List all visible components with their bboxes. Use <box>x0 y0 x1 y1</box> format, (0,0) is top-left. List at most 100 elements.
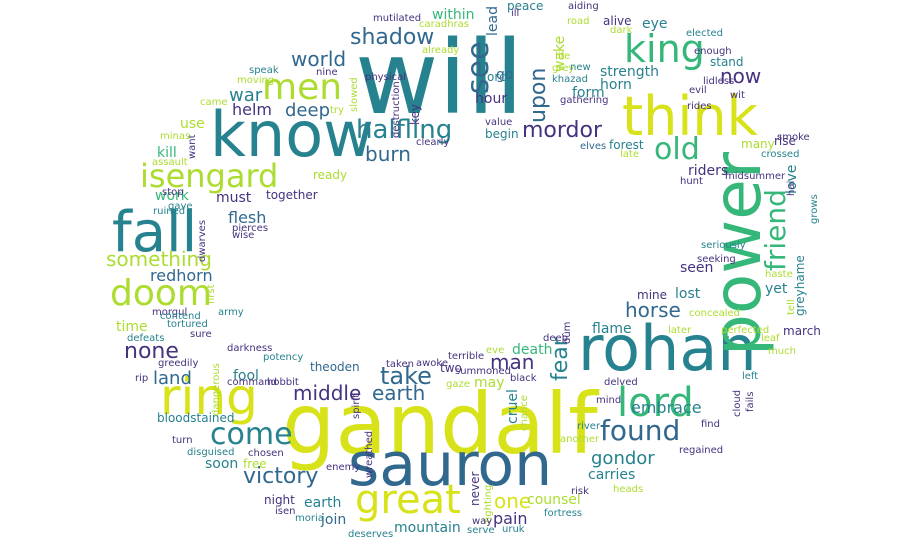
word: awoke <box>416 358 449 369</box>
word: serve <box>467 525 495 536</box>
word: ring <box>160 368 258 426</box>
word: riders <box>688 163 729 179</box>
word: road <box>567 16 590 27</box>
word: mordor <box>522 118 603 143</box>
word: war <box>229 85 263 106</box>
word: sure <box>190 329 212 340</box>
word: seriously <box>701 240 746 251</box>
word: khazad <box>552 74 588 85</box>
word: speak <box>249 65 279 76</box>
word: sauron <box>348 430 553 500</box>
word: way <box>472 516 493 527</box>
word: embrace <box>631 398 702 417</box>
word: ready <box>313 168 348 182</box>
word: fool <box>233 368 259 384</box>
word: potency <box>263 352 304 363</box>
word: later <box>668 325 692 336</box>
word: middle <box>293 381 362 405</box>
word: begin <box>485 127 519 141</box>
word: flesh <box>228 208 267 227</box>
word: counsel <box>527 492 581 508</box>
word: grows <box>809 194 820 224</box>
word: cloud <box>732 389 743 417</box>
word: uruk <box>502 524 525 535</box>
word: mine <box>637 288 668 302</box>
word: mountain <box>394 520 461 536</box>
word: morgul <box>152 307 188 318</box>
word: one <box>494 489 532 513</box>
word: wise <box>232 230 255 241</box>
word: elves <box>580 141 607 152</box>
word: lord <box>617 380 694 426</box>
word: fall <box>112 200 198 265</box>
word: redhorn <box>150 266 213 285</box>
word: kill <box>157 145 177 161</box>
word: time <box>116 319 148 335</box>
word: leaf <box>761 333 780 344</box>
word: horse <box>625 298 681 322</box>
word: now <box>720 64 762 88</box>
word: horn <box>600 77 632 93</box>
word: gave <box>168 201 193 212</box>
word: helm <box>232 100 273 119</box>
word: disguised <box>187 447 235 458</box>
word: caradhras <box>419 19 469 30</box>
word: hunt <box>680 176 703 187</box>
word: found <box>600 414 681 447</box>
word: upon <box>526 67 551 123</box>
word: deep <box>543 333 568 344</box>
word: shadow <box>350 25 435 50</box>
word: fortress <box>544 508 583 519</box>
word: moving <box>237 75 275 86</box>
word: old <box>654 132 700 167</box>
word: darkness <box>227 343 273 354</box>
word: life <box>555 51 571 62</box>
word: burn <box>365 142 411 166</box>
word: risk <box>571 486 589 497</box>
word: man <box>490 350 535 374</box>
word: dwarves <box>197 219 208 262</box>
word: terrible <box>448 351 485 362</box>
word: tell <box>786 299 797 315</box>
word: turn <box>172 435 193 446</box>
word: great <box>355 477 461 523</box>
word: land <box>153 368 192 389</box>
word: defeats <box>127 333 165 344</box>
word: enough <box>694 46 732 57</box>
word: command <box>227 377 277 388</box>
word: go <box>496 67 514 83</box>
word: assault <box>152 157 188 168</box>
word: forest <box>609 138 644 152</box>
word: may <box>474 375 505 391</box>
word: moria <box>295 513 324 524</box>
word: work <box>155 188 189 204</box>
word: none <box>124 339 179 364</box>
word: yet <box>765 281 788 297</box>
word: join <box>321 512 347 528</box>
word: summoned <box>455 366 511 377</box>
word: key <box>408 103 422 125</box>
word: black <box>510 373 537 384</box>
word: delved <box>604 377 638 388</box>
word: alive <box>603 14 632 28</box>
word: slowed <box>349 77 360 112</box>
word: midsummer <box>725 171 786 182</box>
word: earth <box>304 495 342 511</box>
word: seeking <box>697 254 736 265</box>
word: army <box>218 307 244 318</box>
word: stand <box>710 55 744 69</box>
word: many <box>741 137 775 151</box>
word: come <box>210 417 293 452</box>
word: much <box>768 346 796 357</box>
word: orc <box>487 70 506 84</box>
word: cruel <box>505 389 521 424</box>
word: doom <box>110 273 212 314</box>
word: ill <box>511 8 520 19</box>
word: theoden <box>310 360 360 374</box>
word: nine <box>316 67 338 78</box>
word: grey <box>552 63 575 74</box>
word: isengard <box>140 157 279 195</box>
word: think <box>622 85 758 148</box>
word: know <box>210 98 374 171</box>
word: friend <box>759 188 792 271</box>
